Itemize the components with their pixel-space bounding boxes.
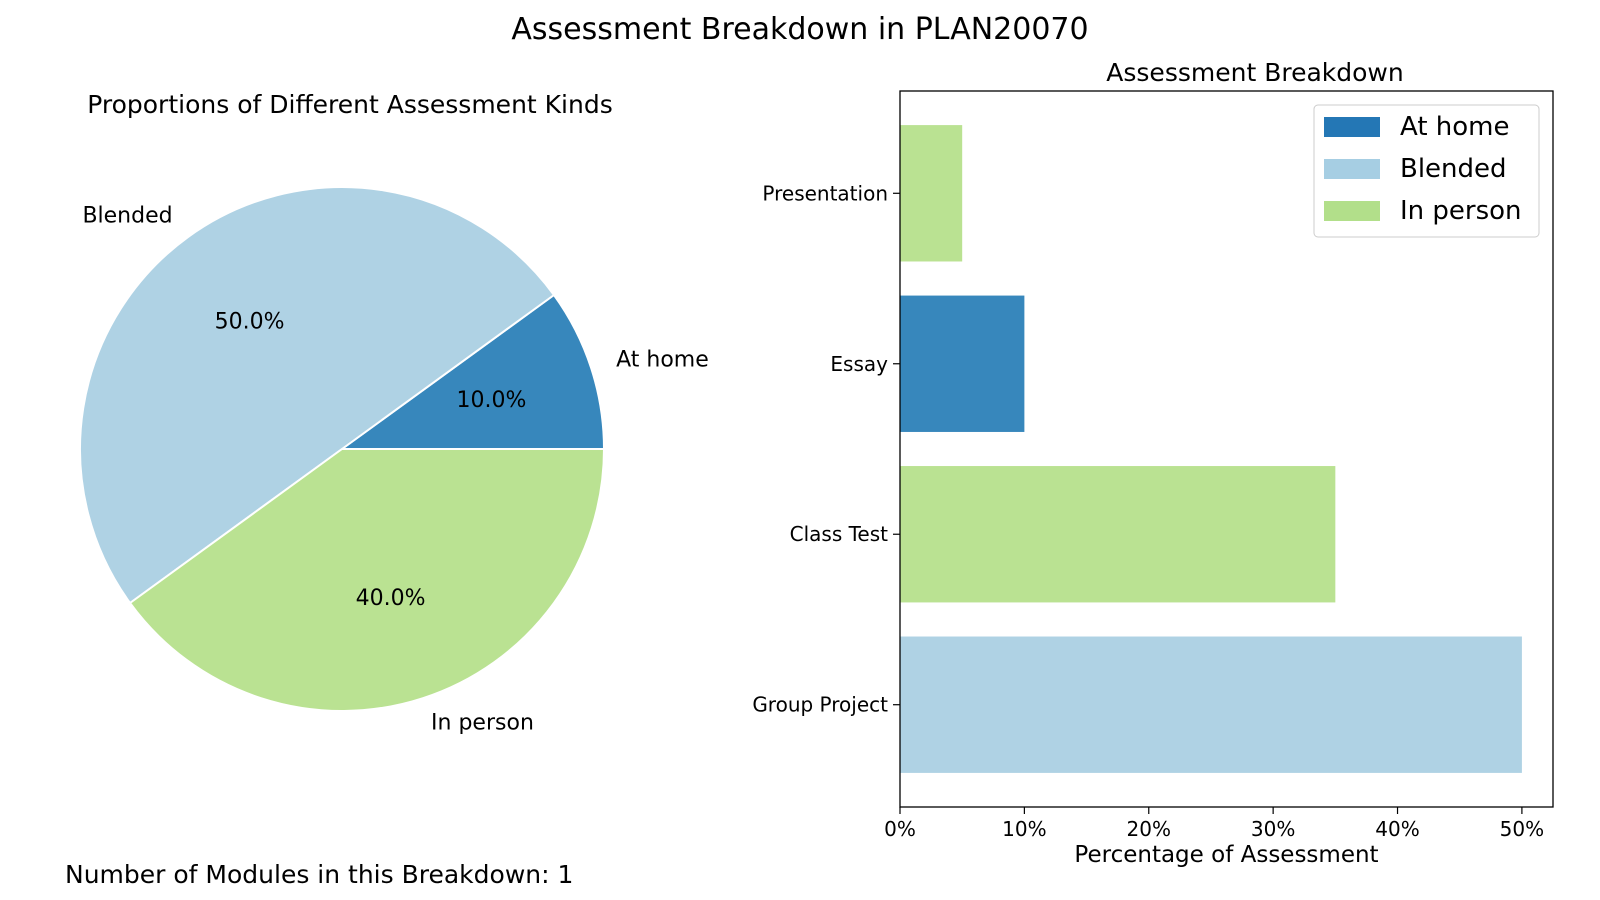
x-tick-label-40: 40% bbox=[1375, 817, 1419, 841]
pie-chart: 10.0% At home 50.0% Blended 40.0% In person bbox=[79, 186, 709, 736]
bar-axes-frame bbox=[899, 90, 1554, 808]
pie-pct-label-in-person: 40.0% bbox=[356, 586, 426, 611]
pie-category-label-at-home: At home bbox=[616, 347, 709, 372]
legend-swatch-blended bbox=[1324, 159, 1380, 179]
figure-title: Assessment Breakdown in PLAN20070 bbox=[511, 12, 1089, 47]
legend-swatch-at-home bbox=[1324, 117, 1380, 137]
y-tick-label-essay: Essay bbox=[830, 352, 888, 376]
pie-chart-title: Proportions of Different Assessment Kind… bbox=[87, 90, 613, 119]
x-tick-label-10: 10% bbox=[1002, 817, 1046, 841]
legend-label-blended: Blended bbox=[1400, 154, 1507, 184]
x-tick-label-30: 30% bbox=[1251, 817, 1295, 841]
x-axis-label: Percentage of Assessment bbox=[1074, 842, 1378, 868]
bar-essay bbox=[900, 295, 1025, 432]
pie-slice-at-home bbox=[341, 294, 605, 450]
modules-count-text: Number of Modules in this Breakdown: 1 bbox=[65, 860, 574, 889]
pie-pct-label-blended: 50.0% bbox=[215, 309, 285, 334]
legend: At home Blended In person bbox=[1313, 104, 1540, 238]
bar-class-test bbox=[900, 466, 1336, 603]
legend-swatch-in-person bbox=[1324, 201, 1380, 221]
bar-chart: Group Project Class Test Essay Presentation… bbox=[752, 90, 1554, 868]
bar-presentation bbox=[900, 125, 963, 262]
pie-slice-blended bbox=[79, 186, 555, 604]
legend-label-in-person: In person bbox=[1400, 196, 1522, 226]
pie-pct-label-at-home: 10.0% bbox=[457, 388, 527, 413]
y-tick-label-class-test: Class Test bbox=[790, 522, 889, 546]
y-tick-label-presentation: Presentation bbox=[762, 181, 888, 205]
pie-category-label-in-person: In person bbox=[431, 711, 534, 736]
legend-label-at-home: At home bbox=[1400, 112, 1510, 142]
x-tick-label-50: 50% bbox=[1500, 817, 1544, 841]
x-tick-label-0: 0% bbox=[884, 817, 916, 841]
pie-slice-in-person bbox=[129, 448, 605, 712]
bar-chart-title: Assessment Breakdown bbox=[1106, 58, 1404, 87]
y-tick-label-group-project: Group Project bbox=[752, 693, 888, 717]
x-tick-label-20: 20% bbox=[1127, 817, 1171, 841]
bar-group-project bbox=[900, 636, 1522, 773]
pie-category-label-blended: Blended bbox=[82, 203, 172, 228]
